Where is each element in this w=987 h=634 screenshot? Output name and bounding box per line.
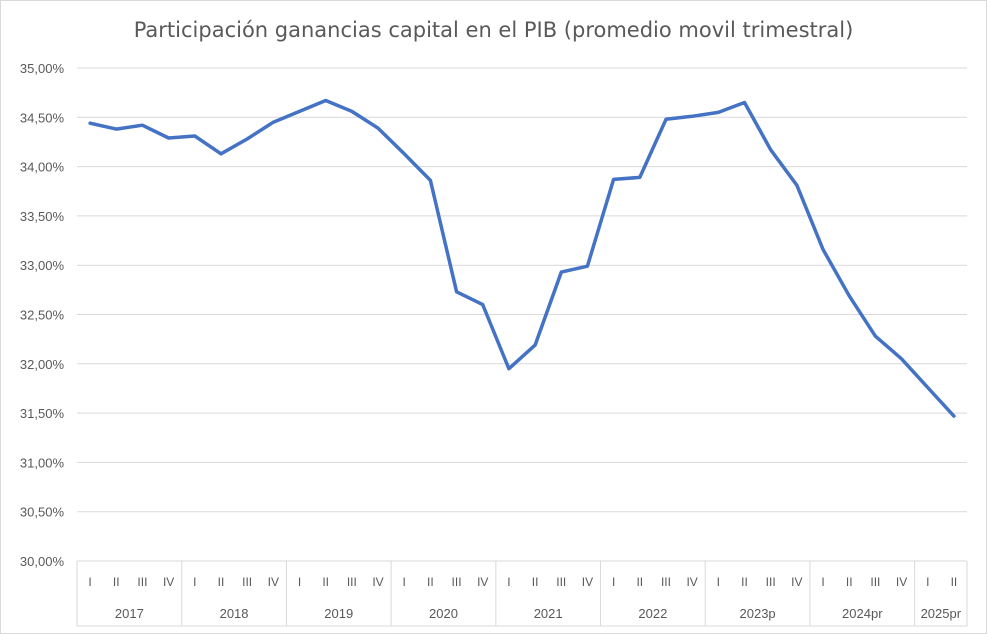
year-tick-label: 2019 — [324, 606, 353, 621]
year-tick-label: 2020 — [429, 606, 458, 621]
quarter-tick-label: II — [636, 575, 643, 589]
y-tick-label: 31,50% — [20, 406, 65, 421]
y-tick-label: 32,00% — [20, 357, 65, 372]
quarter-tick-label: I — [926, 575, 929, 589]
quarter-tick-label: III — [766, 575, 776, 589]
quarter-tick-label: I — [717, 575, 720, 589]
y-tick-label: 35,00% — [20, 61, 65, 76]
year-tick-label: 2024pr — [842, 606, 883, 621]
quarter-tick-label: I — [298, 575, 301, 589]
quarter-tick-label: II — [741, 575, 748, 589]
quarter-tick-label: III — [870, 575, 880, 589]
quarter-tick-label: II — [532, 575, 539, 589]
series-line-group — [88, 98, 956, 418]
quarter-tick-label: I — [193, 575, 196, 589]
chart-title: Participación ganancias capital en el PI… — [133, 18, 854, 42]
quarter-tick-label: IV — [268, 575, 279, 589]
quarter-tick-label: I — [88, 575, 91, 589]
quarter-tick-label: IV — [791, 575, 802, 589]
y-tick-label: 33,50% — [20, 209, 65, 224]
y-axis-ticks: 30,00% 30,50% 31,00% 31,50% 32,00% 32,50% 33,0… — [20, 61, 65, 569]
quarter-tick-label: IV — [163, 575, 174, 589]
quarter-tick-label: II — [322, 575, 329, 589]
year-tick-label: 2022 — [638, 606, 667, 621]
quarter-tick-label: III — [347, 575, 357, 589]
quarter-tick-label: IV — [372, 575, 383, 589]
quarter-tick-label: I — [507, 575, 510, 589]
year-tick-label: 2021 — [534, 606, 563, 621]
y-tick-label: 34,50% — [20, 110, 65, 125]
year-tick-label: 2018 — [220, 606, 249, 621]
y-tick-label: 33,00% — [20, 258, 65, 273]
quarter-tick-label: III — [242, 575, 252, 589]
quarter-tick-label: III — [137, 575, 147, 589]
series-line — [88, 98, 956, 418]
quarter-tick-label: I — [403, 575, 406, 589]
quarter-tick-label: IV — [582, 575, 593, 589]
y-tick-label: 31,00% — [20, 455, 65, 470]
quarter-tick-label: III — [556, 575, 566, 589]
y-tick-label: 30,00% — [20, 554, 65, 569]
y-tick-label: 30,50% — [20, 505, 65, 520]
quarter-tick-label: I — [821, 575, 824, 589]
quarter-tick-label: II — [218, 575, 225, 589]
quarter-tick-label: II — [427, 575, 434, 589]
quarter-tick-label: II — [846, 575, 853, 589]
y-tick-label: 34,00% — [20, 160, 65, 175]
year-tick-label: 2025pr — [921, 606, 962, 621]
quarter-tick-label: II — [113, 575, 120, 589]
y-tick-label: 32,50% — [20, 308, 65, 323]
quarter-tick-label: IV — [686, 575, 697, 589]
year-tick-label: 2023p — [740, 606, 776, 621]
quarter-tick-label: III — [452, 575, 462, 589]
quarter-tick-label: I — [612, 575, 615, 589]
gridlines — [77, 67, 967, 562]
quarter-tick-label: II — [951, 575, 958, 589]
quarter-tick-label: IV — [896, 575, 907, 589]
year-tick-label: 2017 — [115, 606, 144, 621]
quarter-tick-label: IV — [477, 575, 488, 589]
quarter-tick-label: III — [661, 575, 671, 589]
